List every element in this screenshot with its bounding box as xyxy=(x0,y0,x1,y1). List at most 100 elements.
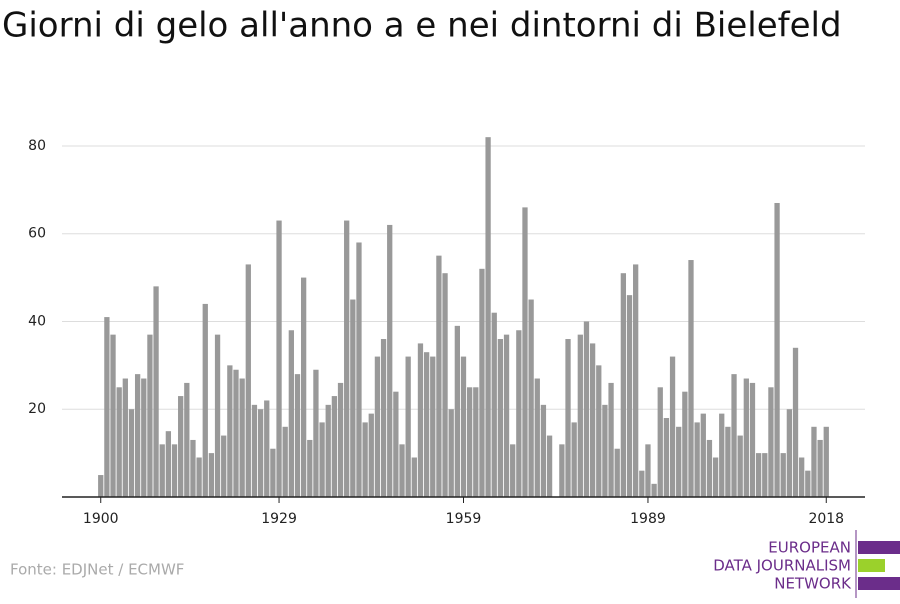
bar xyxy=(731,374,737,497)
bar xyxy=(534,378,540,497)
bar xyxy=(577,334,583,497)
bar xyxy=(448,409,454,497)
bar xyxy=(768,387,774,497)
bar xyxy=(725,426,731,497)
bar xyxy=(608,382,614,497)
bar xyxy=(184,382,190,497)
bar xyxy=(799,457,805,497)
x-tick-label: 1900 xyxy=(83,511,119,527)
bar xyxy=(147,334,153,497)
bar xyxy=(294,374,301,497)
bar xyxy=(694,422,700,497)
bar xyxy=(700,413,706,497)
bar xyxy=(214,334,221,497)
bar xyxy=(423,352,430,497)
bar xyxy=(719,413,725,497)
bar xyxy=(442,273,448,497)
bar xyxy=(645,444,651,497)
bar xyxy=(110,334,116,497)
bar xyxy=(479,268,485,497)
bar xyxy=(620,273,627,497)
x-tick-label: 1929 xyxy=(261,511,297,527)
bar xyxy=(743,378,749,497)
bar xyxy=(368,413,374,497)
bar xyxy=(276,220,282,497)
bar xyxy=(417,343,424,497)
bar xyxy=(633,264,639,497)
bar xyxy=(239,378,245,497)
bar xyxy=(682,391,688,497)
bar xyxy=(393,391,399,497)
bar xyxy=(510,444,516,497)
bar xyxy=(307,439,313,497)
bar xyxy=(337,382,344,497)
bar xyxy=(571,422,577,497)
bar xyxy=(362,422,368,497)
bar xyxy=(98,475,104,497)
bar xyxy=(153,286,159,497)
bar xyxy=(516,330,522,497)
bar xyxy=(546,435,553,497)
bar xyxy=(128,409,135,497)
bar xyxy=(737,435,743,497)
bar xyxy=(300,277,307,497)
bar xyxy=(786,409,793,497)
bar xyxy=(380,339,387,497)
bar xyxy=(473,387,479,497)
bar xyxy=(436,255,442,497)
bar xyxy=(669,356,676,497)
bar xyxy=(657,387,663,497)
bar xyxy=(288,330,294,497)
bar xyxy=(325,404,331,497)
logo-bar xyxy=(858,559,885,572)
source: Fonte: EDJNet / ECMWF xyxy=(10,561,184,579)
y-tick-label: 60 xyxy=(28,226,46,242)
bar xyxy=(663,418,670,497)
bar xyxy=(227,365,233,497)
bar xyxy=(817,439,823,497)
bar xyxy=(270,448,276,497)
bar xyxy=(430,356,436,497)
bar xyxy=(233,369,239,497)
bar xyxy=(780,453,786,497)
y-tick-label: 40 xyxy=(28,313,46,329)
bar xyxy=(319,422,325,497)
bar xyxy=(823,426,829,497)
bar xyxy=(559,444,565,497)
bar xyxy=(178,396,184,497)
bar xyxy=(245,264,251,497)
bar xyxy=(141,378,147,497)
logo-text: EUROPEAN xyxy=(768,539,851,557)
bar xyxy=(589,343,596,497)
bar xyxy=(221,435,227,497)
bar xyxy=(313,369,319,497)
bar xyxy=(264,400,270,497)
logo-text: DATA JOURNALISM xyxy=(713,557,851,575)
bar xyxy=(491,312,497,497)
bar xyxy=(749,382,756,497)
bar xyxy=(706,439,713,497)
y-tick-label: 80 xyxy=(28,138,46,154)
x-tick-label: 1959 xyxy=(446,511,482,527)
x-tick-label: 1989 xyxy=(630,511,666,527)
bar xyxy=(540,404,547,497)
bar xyxy=(374,356,381,497)
bar xyxy=(712,457,719,497)
bar xyxy=(792,347,799,497)
bar xyxy=(116,387,122,497)
bar xyxy=(202,303,208,497)
bar xyxy=(104,317,110,497)
bar xyxy=(485,137,491,497)
bar xyxy=(399,444,405,497)
bar xyxy=(762,453,768,497)
bar xyxy=(522,207,528,497)
bar xyxy=(688,260,694,497)
bar xyxy=(596,365,602,497)
bar xyxy=(614,448,620,497)
bar xyxy=(251,404,258,497)
bar xyxy=(626,295,633,497)
bar xyxy=(387,224,393,497)
logo-bar xyxy=(858,541,900,554)
